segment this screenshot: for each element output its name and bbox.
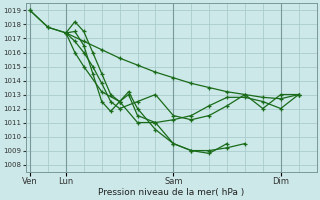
X-axis label: Pression niveau de la mer( hPa ): Pression niveau de la mer( hPa ) <box>98 188 244 197</box>
